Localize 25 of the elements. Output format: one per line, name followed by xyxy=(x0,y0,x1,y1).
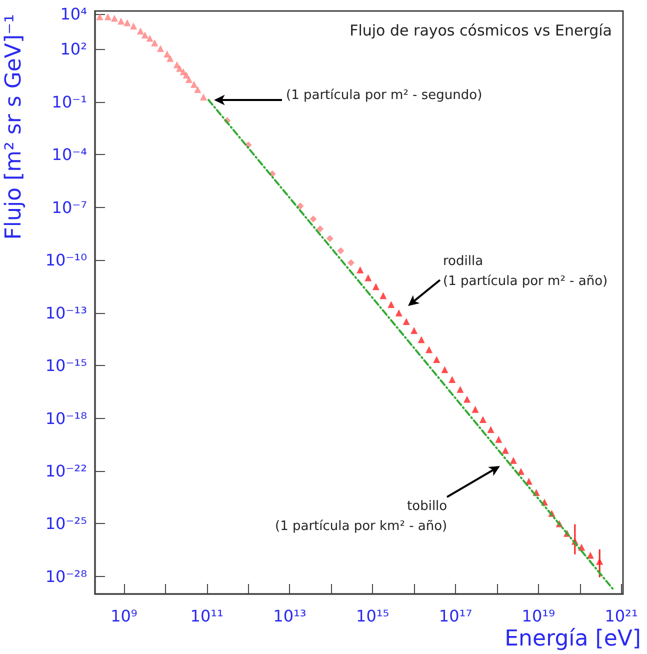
x-axis-title: Energía [eV] xyxy=(504,626,642,652)
y-tick-label: 10⁻¹⁵ xyxy=(45,356,87,376)
x-tick-label: 10¹¹ xyxy=(190,606,224,626)
annotation: tobillo (1 partícula por km² - año) xyxy=(275,498,448,536)
y-tick-label: 10⁻²⁸ xyxy=(45,566,87,586)
annotation: (1 partícula por m² - segundo) xyxy=(286,87,482,105)
y-tick-label: 10⁻¹⁸ xyxy=(45,408,87,428)
y-tick-label: 10⁴ xyxy=(60,4,87,24)
x-tick-label: 10¹⁹ xyxy=(522,606,555,626)
y-tick-label: 10⁻¹ xyxy=(52,92,87,112)
text: Flujo de rayos cósmicos vs Energía xyxy=(350,22,612,40)
x-tick-label: 10¹⁵ xyxy=(356,606,390,626)
annotation: rodilla (1 partícula por m² - año) xyxy=(443,253,608,291)
x-tick-label: 10¹³ xyxy=(273,606,306,626)
y-tick-label: 10⁻¹⁰ xyxy=(45,250,87,270)
y-axis-title: Flujo [m² sr s GeV]⁻¹ xyxy=(2,14,26,240)
x-tick-label: 10¹⁷ xyxy=(438,606,472,626)
x-tick-label: 10²¹ xyxy=(604,606,638,626)
y-tick-label: 10⁻²⁵ xyxy=(45,514,87,534)
y-tick-label: 10⁻²² xyxy=(45,461,87,480)
y-tick-label: 10⁻¹³ xyxy=(45,303,87,322)
y-tick-label: 10² xyxy=(60,40,87,59)
x-tick-label: 10⁹ xyxy=(110,606,138,626)
y-tick-label: 10⁻⁷ xyxy=(52,198,87,217)
y-tick-label: 10⁻⁴ xyxy=(52,145,87,164)
